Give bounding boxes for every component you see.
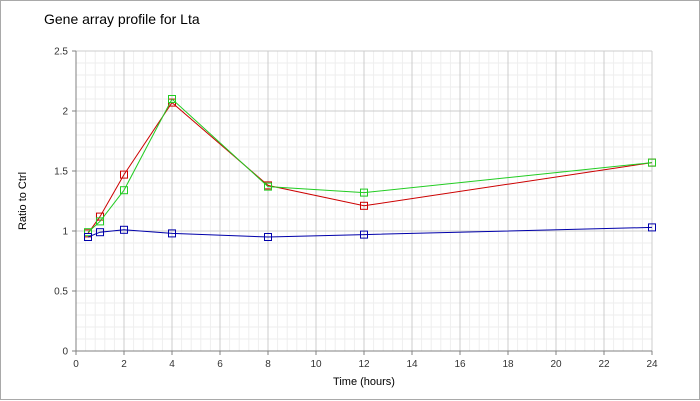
series-3-point (120, 225, 128, 234)
y-tick-label: 2 (62, 107, 68, 118)
series-2-line (87, 98, 653, 233)
x-tick-label: 2 (121, 359, 127, 370)
x-axis-label: Time (hours) (333, 376, 395, 388)
x-tick-label: 0 (73, 359, 79, 370)
series-3-point (96, 228, 104, 237)
y-tick-label: 0 (62, 347, 68, 358)
x-tick-label: 14 (406, 359, 418, 370)
y-tick-label: 1.5 (54, 167, 68, 178)
x-tick-label: 20 (550, 359, 562, 370)
series-2-point (84, 228, 92, 237)
series-3-point (648, 223, 656, 232)
x-tick-label: 10 (310, 359, 322, 370)
series-2-point (264, 182, 272, 191)
y-tick-label: 0.5 (54, 287, 68, 298)
y-tick-label: 2.5 (54, 47, 68, 58)
series-3-point (264, 233, 272, 241)
x-tick-label: 6 (217, 359, 223, 370)
y-tick-label: 1 (62, 227, 68, 238)
x-tick-label: 12 (358, 359, 370, 370)
chart-title: Gene array profile for Lta (44, 11, 200, 27)
series-3-point (84, 233, 92, 241)
series-2-point (168, 95, 176, 103)
series-3-point (360, 230, 368, 239)
series-1-point (360, 201, 368, 210)
series-2-point (120, 186, 128, 195)
x-tick-label: 18 (502, 359, 514, 370)
series-2-point (96, 217, 104, 226)
x-tick-label: 24 (646, 359, 658, 370)
series-3-point (168, 229, 176, 238)
series-2-point (648, 158, 656, 167)
series-2-point (360, 188, 368, 197)
x-tick-label: 16 (454, 359, 466, 370)
y-axis-label: Ratio to Ctrl (17, 172, 29, 230)
x-tick-label: 22 (598, 359, 610, 370)
series-3-line (87, 226, 653, 238)
x-tick-label: 4 (169, 359, 175, 370)
series-1-point (120, 170, 128, 179)
x-tick-label: 8 (265, 359, 271, 370)
